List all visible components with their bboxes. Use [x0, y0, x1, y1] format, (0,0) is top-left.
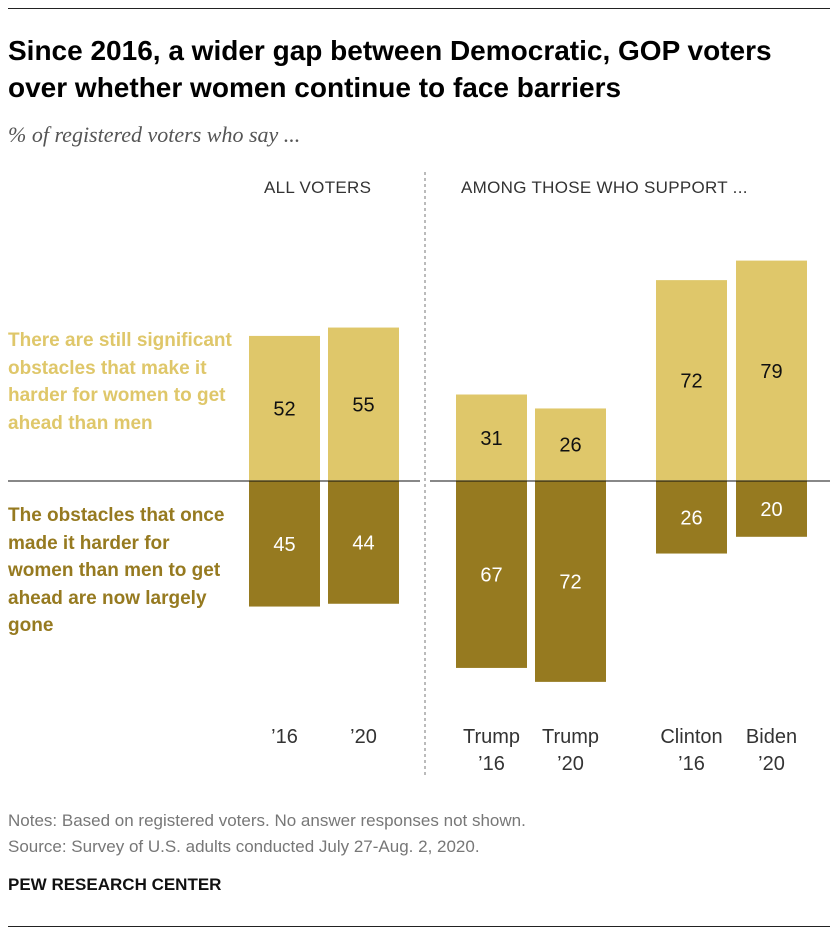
bar-obstacles-gone	[249, 481, 320, 607]
legend-obstacles-remain: There are still significant obstacles th…	[8, 330, 232, 434]
bar-obstacles-gone	[328, 481, 399, 604]
category-label: Clinton	[660, 726, 722, 748]
category-label: ’20	[557, 753, 584, 775]
bottom-rule	[8, 926, 830, 927]
category-label: ’16	[271, 726, 298, 748]
category-label: Trump	[542, 726, 599, 748]
bar-obstacles-remain	[656, 280, 727, 481]
data-label: 72	[680, 371, 702, 393]
bar-obstacles-remain	[328, 327, 399, 481]
data-label: 44	[352, 532, 374, 554]
category-label: ’16	[678, 753, 705, 775]
category-label: ’20	[758, 753, 785, 775]
bar-obstacles-gone	[456, 481, 527, 668]
data-label: 55	[352, 394, 374, 416]
bar-obstacles-remain	[535, 408, 606, 481]
data-label: 20	[760, 499, 782, 521]
bar-obstacles-remain	[456, 394, 527, 481]
bar-obstacles-gone	[535, 481, 606, 682]
category-label: Trump	[463, 726, 520, 748]
bar-obstacles-remain	[736, 260, 807, 481]
notes-text: Notes: Based on registered voters. No an…	[8, 811, 526, 830]
category-label: ’20	[350, 726, 377, 748]
group-header-support: AMONG THOSE WHO SUPPORT ...	[461, 178, 748, 197]
legend-obstacles-gone: The obstacles that once made it harder f…	[8, 505, 225, 636]
data-label: 45	[273, 534, 295, 556]
data-label: 26	[559, 435, 581, 457]
chart-subtitle: % of registered voters who say ...	[8, 122, 301, 147]
data-label: 67	[480, 564, 502, 586]
data-label: 31	[480, 428, 502, 450]
source-text: Source: Survey of U.S. adults conducted …	[8, 837, 480, 856]
data-label: 79	[760, 361, 782, 383]
group-header-all: ALL VOTERS	[264, 178, 372, 197]
bar-obstacles-gone	[656, 481, 727, 554]
bar-obstacles-gone	[736, 481, 807, 537]
data-label: 52	[273, 398, 295, 420]
top-rule	[8, 8, 830, 9]
brand-label: PEW RESEARCH CENTER	[8, 875, 222, 894]
category-label: Biden	[746, 726, 797, 748]
category-label: ’16	[478, 753, 505, 775]
data-label: 26	[680, 507, 702, 529]
data-label: 72	[559, 571, 581, 593]
notes: Notes: Based on registered voters. No an…	[8, 808, 526, 860]
bar-obstacles-remain	[249, 335, 320, 481]
chart-title: Since 2016, a wider gap between Democrat…	[8, 35, 772, 103]
